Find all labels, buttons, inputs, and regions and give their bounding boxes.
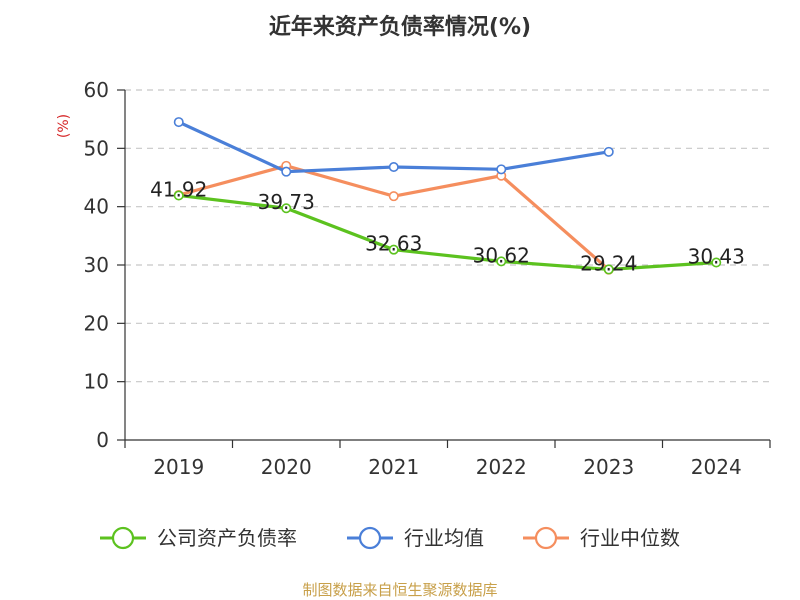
legend-marker	[534, 526, 558, 550]
series-0	[173, 190, 722, 275]
data-label: 41.92	[150, 177, 207, 201]
x-tick-label: 2019	[153, 455, 204, 479]
legend-label: 行业均值	[404, 526, 484, 550]
legend-marker	[111, 526, 135, 550]
legend-label: 行业中位数	[580, 526, 680, 550]
legend-item: 公司资产负债率	[100, 526, 297, 550]
series-point	[388, 244, 399, 255]
legend-item: 行业均值	[347, 526, 484, 550]
x-tick-label: 2023	[583, 455, 634, 479]
y-tick-label: 40	[84, 195, 109, 219]
series-point	[603, 146, 614, 157]
series-layer	[173, 117, 722, 275]
series-point	[173, 117, 184, 128]
legend-label: 公司资产负债率	[157, 526, 297, 550]
chart-title: 近年来资产负债率情况(%)	[269, 14, 531, 40]
series-point	[603, 264, 614, 275]
legend: 公司资产负债率 行业均值 行业中位数	[100, 526, 680, 550]
gridlines	[125, 89, 770, 383]
series-1	[173, 117, 614, 177]
series-point	[173, 190, 184, 201]
data-labels: 41.92 39.73 32.63 30.62 29.24 30.43	[150, 177, 745, 275]
series-point	[496, 164, 507, 175]
x-tick-label: 2022	[476, 455, 527, 479]
data-label: 39.73	[258, 190, 315, 214]
data-label: 30.43	[688, 244, 745, 268]
series-point	[388, 191, 399, 202]
x-tick-label: 2020	[261, 455, 312, 479]
series-line	[177, 193, 718, 272]
y-tick-label: 20	[84, 311, 109, 335]
data-label: 30.62	[473, 243, 530, 267]
series-point	[281, 166, 292, 177]
series-point	[388, 162, 399, 173]
data-label: 32.63	[365, 232, 422, 256]
y-tick-label: 60	[84, 78, 109, 102]
x-tick-label: 2021	[368, 455, 419, 479]
series-point	[711, 257, 722, 268]
series-2	[173, 160, 614, 275]
series-point	[496, 256, 507, 267]
axes: 0 10 20 30 40 50 60 2019 2020 2021 2022 2023 2024	[84, 78, 771, 479]
y-tick-label: 50	[84, 136, 109, 160]
data-label: 29.24	[580, 251, 637, 275]
legend-item: 行业中位数	[523, 526, 680, 550]
y-axis-label: (%)	[56, 114, 72, 138]
y-tick-label: 0	[96, 428, 109, 452]
y-tick-label: 10	[84, 370, 109, 394]
x-tick-label: 2024	[691, 455, 742, 479]
y-tick-label: 30	[84, 253, 109, 277]
source-note: 制图数据来自恒生聚源数据库	[302, 581, 497, 599]
legend-marker	[358, 526, 382, 550]
series-point	[281, 203, 292, 214]
